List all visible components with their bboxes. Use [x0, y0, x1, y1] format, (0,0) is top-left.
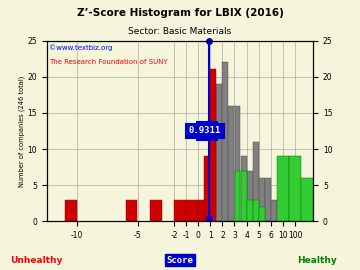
Bar: [259, 207, 265, 221]
Bar: [235, 106, 240, 221]
Y-axis label: Number of companies (246 total): Number of companies (246 total): [18, 75, 25, 187]
Bar: [150, 200, 162, 221]
Text: ©www.textbiz.org: ©www.textbiz.org: [49, 44, 113, 51]
Bar: [277, 156, 289, 221]
Bar: [174, 200, 186, 221]
Bar: [216, 84, 222, 221]
Bar: [186, 200, 198, 221]
Bar: [229, 106, 234, 221]
Bar: [240, 171, 247, 221]
Bar: [198, 200, 204, 221]
Bar: [240, 156, 247, 221]
Bar: [253, 142, 258, 221]
Bar: [247, 200, 253, 221]
Text: Sector: Basic Materials: Sector: Basic Materials: [129, 27, 231, 36]
Bar: [65, 200, 77, 221]
Text: Z’-Score Histogram for LBIX (2016): Z’-Score Histogram for LBIX (2016): [77, 8, 283, 18]
Text: 0.9311: 0.9311: [189, 126, 221, 136]
Bar: [126, 200, 138, 221]
Bar: [210, 69, 216, 221]
Bar: [271, 200, 277, 221]
Bar: [222, 62, 228, 221]
Text: Unhealthy: Unhealthy: [10, 256, 62, 265]
Bar: [253, 200, 258, 221]
Bar: [235, 171, 240, 221]
Bar: [289, 156, 301, 221]
Text: The Research Foundation of SUNY: The Research Foundation of SUNY: [49, 59, 168, 65]
Bar: [204, 156, 210, 221]
Text: Healthy: Healthy: [297, 256, 337, 265]
Bar: [265, 178, 271, 221]
Bar: [259, 178, 265, 221]
Text: Score: Score: [167, 256, 193, 265]
Bar: [247, 171, 253, 221]
Bar: [301, 178, 313, 221]
